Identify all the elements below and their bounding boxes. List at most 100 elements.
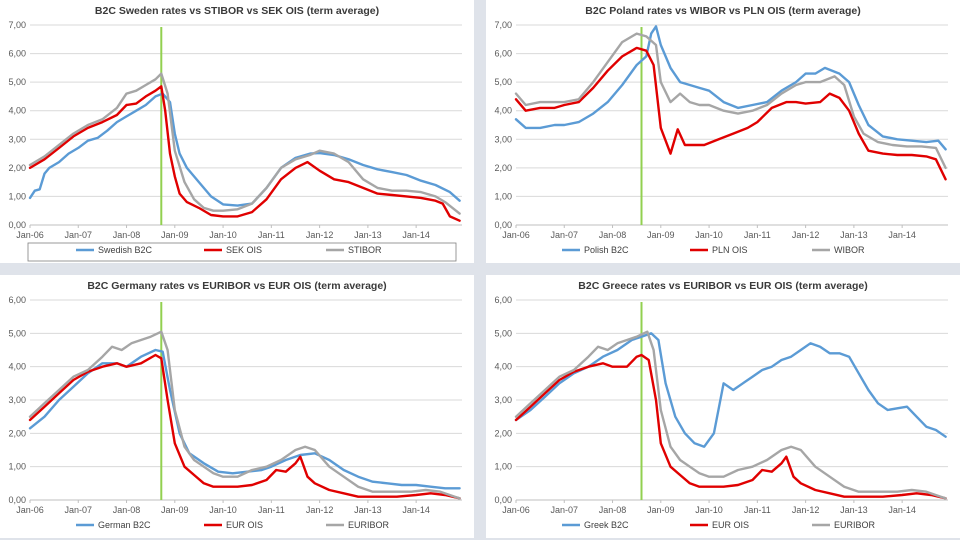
legend-label: Swedish B2C xyxy=(98,245,153,255)
legend-box xyxy=(27,242,457,262)
chart-panel-sweden: B2C Sweden rates vs STIBOR vs SEK OIS (t… xyxy=(0,0,474,263)
series-line xyxy=(28,353,461,500)
chart-panel-greece: B2C Greece rates vs EURIBOR vs EUR OIS (… xyxy=(486,275,960,538)
y-tick-label: 5,00 xyxy=(494,328,512,338)
x-tick-label: Jan-08 xyxy=(113,230,141,240)
x-tick-label: Jan-11 xyxy=(744,505,771,515)
series-line xyxy=(514,32,947,170)
legend-label: Polish B2C xyxy=(584,245,629,255)
y-tick-label: 1,00 xyxy=(494,191,512,201)
x-tick-label: Jan-13 xyxy=(354,505,382,515)
y-tick-label: 3,00 xyxy=(494,395,512,405)
y-tick-label: 7,00 xyxy=(8,20,26,30)
chart-panel-poland: B2C Poland rates vs WIBOR vs PLN OIS (te… xyxy=(486,0,960,263)
x-tick-label: Jan-09 xyxy=(161,230,189,240)
chart-panel-germany: B2C Germany rates vs EURIBOR vs EUR OIS … xyxy=(0,275,474,538)
y-tick-label: 6,00 xyxy=(8,295,26,305)
chart-poland: B2C Poland rates vs WIBOR vs PLN OIS (te… xyxy=(494,5,948,255)
series-line xyxy=(514,25,947,151)
series-line xyxy=(514,332,947,448)
y-tick-label: 4,00 xyxy=(8,106,26,116)
x-tick-label: Jan-07 xyxy=(65,505,93,515)
y-tick-label: 4,00 xyxy=(8,362,26,372)
y-tick-label: 4,00 xyxy=(494,106,512,116)
x-tick-label: Jan-10 xyxy=(209,230,237,240)
x-tick-label: Jan-12 xyxy=(792,230,820,240)
chart-sweden: B2C Sweden rates vs STIBOR vs SEK OIS (t… xyxy=(8,5,462,262)
y-tick-label: 3,00 xyxy=(8,395,26,405)
chart-title: B2C Sweden rates vs STIBOR vs SEK OIS (t… xyxy=(95,5,379,17)
legend-label: SEK OIS xyxy=(226,245,262,255)
legend-label: German B2C xyxy=(98,520,151,530)
x-tick-label: Jan-07 xyxy=(551,230,579,240)
x-tick-label: Jan-11 xyxy=(258,505,285,515)
y-tick-label: 6,00 xyxy=(494,295,512,305)
y-tick-label: 2,00 xyxy=(494,163,512,173)
x-tick-label: Jan-10 xyxy=(695,230,723,240)
chart-title: B2C Poland rates vs WIBOR vs PLN OIS (te… xyxy=(585,5,860,17)
y-tick-label: 0,00 xyxy=(494,220,512,230)
x-tick-label: Jan-10 xyxy=(695,505,723,515)
series-line xyxy=(514,46,947,181)
chart-germany: B2C Germany rates vs EURIBOR vs EUR OIS … xyxy=(8,280,462,530)
y-tick-label: 1,00 xyxy=(8,462,26,472)
legend-label: EURIBOR xyxy=(348,520,390,530)
series-line xyxy=(28,330,461,500)
x-tick-label: Jan-06 xyxy=(502,505,530,515)
x-tick-label: Jan-10 xyxy=(209,505,237,515)
y-tick-label: 1,00 xyxy=(8,191,26,201)
y-tick-label: 4,00 xyxy=(494,362,512,372)
x-tick-label: Jan-09 xyxy=(161,505,189,515)
x-tick-label: Jan-13 xyxy=(354,230,382,240)
legend-label: EUR OIS xyxy=(226,520,263,530)
y-tick-label: 2,00 xyxy=(8,428,26,438)
chart-greece: B2C Greece rates vs EURIBOR vs EUR OIS (… xyxy=(494,280,948,530)
x-tick-label: Jan-07 xyxy=(551,505,579,515)
x-tick-label: Jan-14 xyxy=(888,230,916,240)
x-tick-label: Jan-06 xyxy=(16,505,44,515)
series-line xyxy=(28,72,461,215)
x-tick-label: Jan-09 xyxy=(647,505,675,515)
legend-label: Greek B2C xyxy=(584,520,629,530)
series-line xyxy=(28,85,461,222)
legend-label: STIBOR xyxy=(348,245,382,255)
x-tick-label: Jan-13 xyxy=(840,230,868,240)
legend-label: EUR OIS xyxy=(712,520,749,530)
x-tick-label: Jan-13 xyxy=(840,505,868,515)
legend-label: EURIBOR xyxy=(834,520,876,530)
y-tick-label: 5,00 xyxy=(8,77,26,87)
y-tick-label: 2,00 xyxy=(8,163,26,173)
series-line xyxy=(28,92,461,207)
chart-title: B2C Germany rates vs EURIBOR vs EUR OIS … xyxy=(87,280,386,292)
x-tick-label: Jan-06 xyxy=(16,230,44,240)
x-tick-label: Jan-07 xyxy=(65,230,93,240)
y-tick-label: 5,00 xyxy=(494,77,512,87)
x-tick-label: Jan-12 xyxy=(306,505,334,515)
x-tick-label: Jan-08 xyxy=(599,505,627,515)
legend-label: WIBOR xyxy=(834,245,865,255)
x-tick-label: Jan-14 xyxy=(888,505,916,515)
series-line xyxy=(514,330,947,500)
y-tick-label: 3,00 xyxy=(494,134,512,144)
x-tick-label: Jan-08 xyxy=(113,505,141,515)
x-tick-label: Jan-12 xyxy=(792,505,820,515)
x-tick-label: Jan-09 xyxy=(647,230,675,240)
x-tick-label: Jan-14 xyxy=(402,230,430,240)
chart-title: B2C Greece rates vs EURIBOR vs EUR OIS (… xyxy=(578,280,867,292)
y-tick-label: 3,00 xyxy=(8,134,26,144)
y-tick-label: 0,00 xyxy=(8,220,26,230)
x-tick-label: Jan-11 xyxy=(744,230,771,240)
y-tick-label: 0,00 xyxy=(8,495,26,505)
x-tick-label: Jan-08 xyxy=(599,230,627,240)
y-tick-label: 1,00 xyxy=(494,462,512,472)
x-tick-label: Jan-12 xyxy=(306,230,334,240)
y-tick-label: 2,00 xyxy=(494,428,512,438)
y-tick-label: 0,00 xyxy=(494,495,512,505)
x-tick-label: Jan-06 xyxy=(502,230,530,240)
x-tick-label: Jan-11 xyxy=(258,230,285,240)
y-tick-label: 5,00 xyxy=(8,328,26,338)
series-line xyxy=(28,348,461,490)
series-line xyxy=(514,353,947,500)
y-tick-label: 6,00 xyxy=(8,49,26,59)
y-tick-label: 7,00 xyxy=(494,20,512,30)
